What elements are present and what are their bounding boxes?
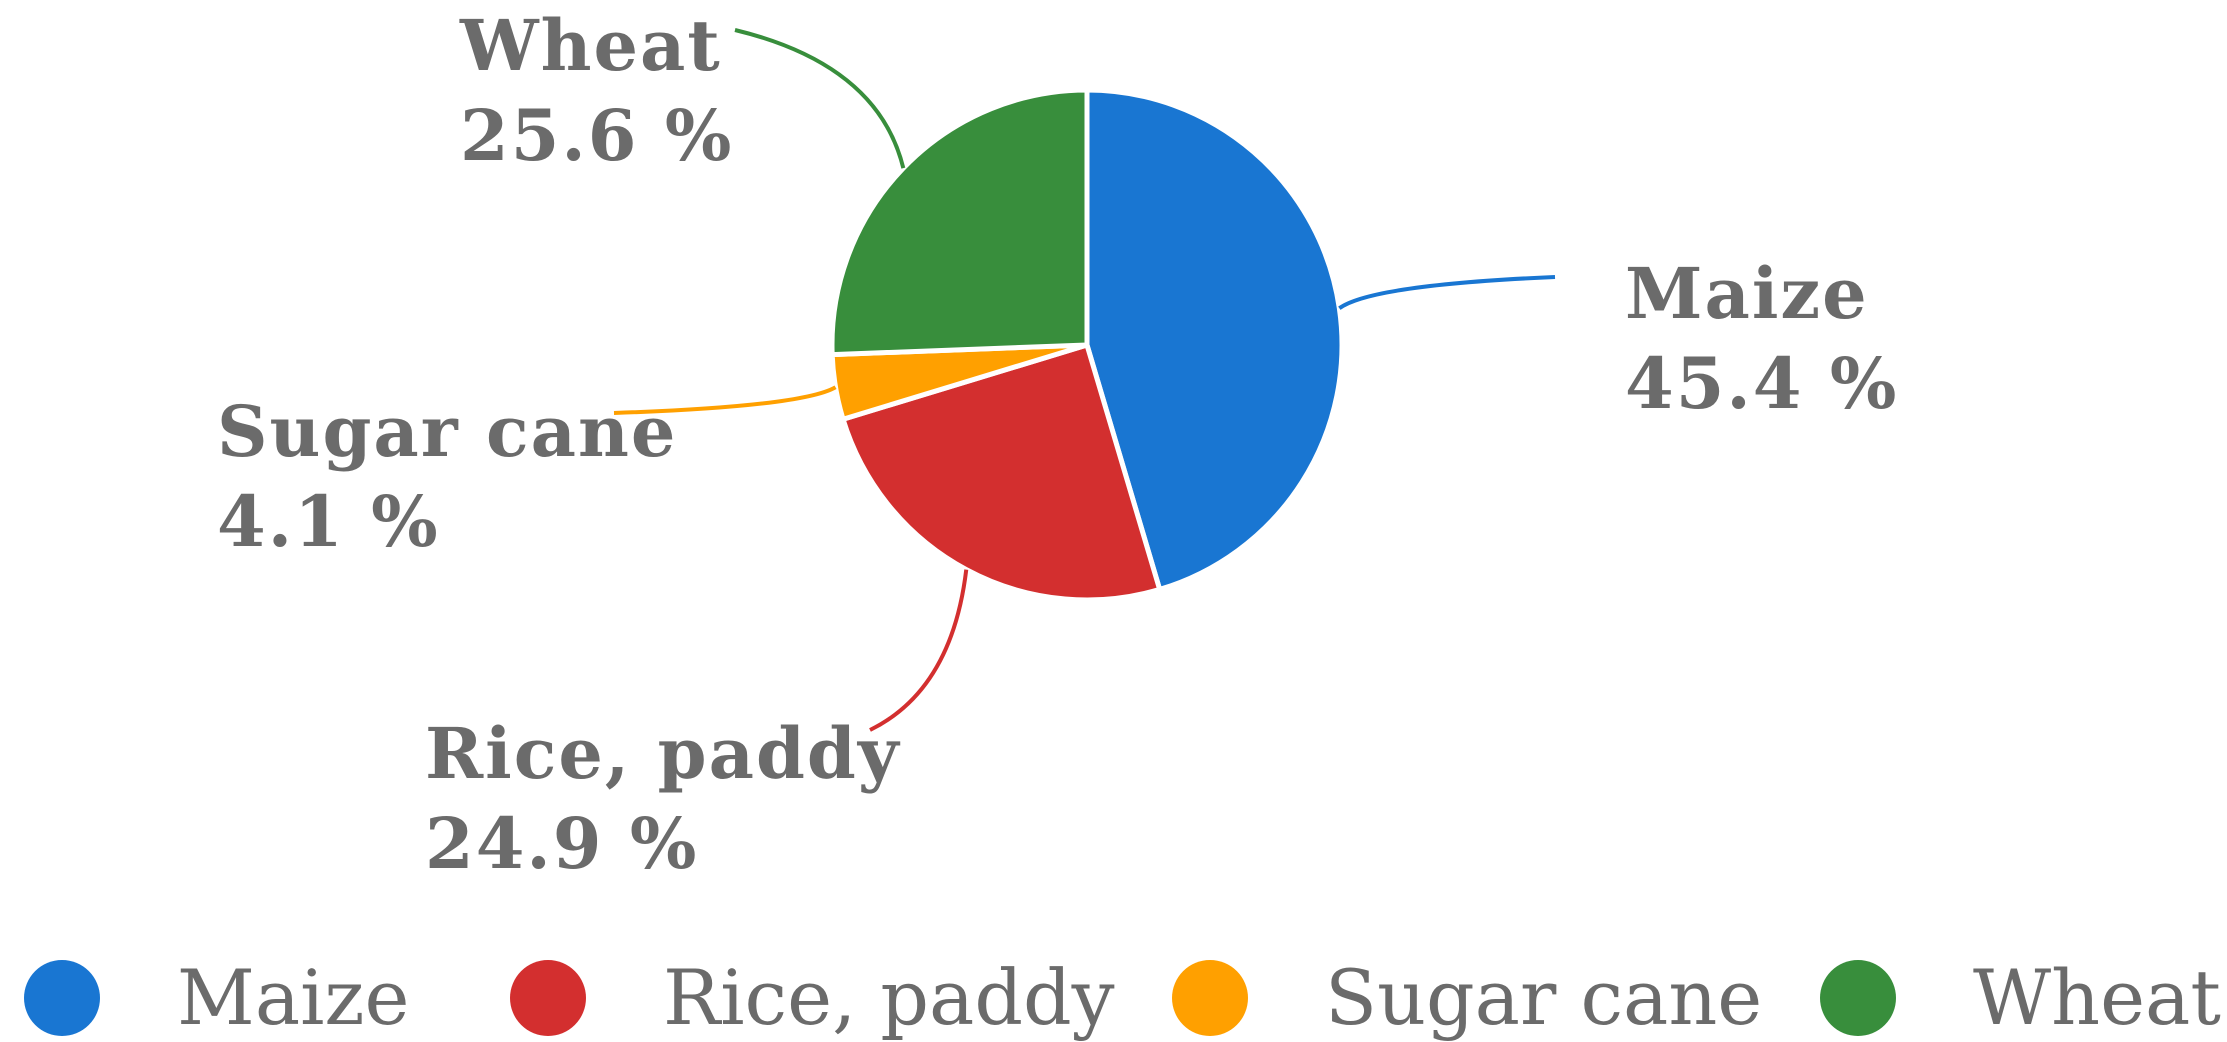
slice-label-maize: Maize <box>1625 252 1869 335</box>
leader-line-wheat <box>734 28 906 169</box>
slice-value-rice-paddy: 24.9 % <box>425 802 698 885</box>
leader-lines <box>613 28 1556 732</box>
leader-line-sugar-cane <box>613 385 837 415</box>
legend: Maize Rice, paddy Sugar cane Wheat <box>24 953 2221 1042</box>
pie-slice-wheat[interactable] <box>829 87 1090 358</box>
pie-slice-maize[interactable] <box>1084 87 1345 592</box>
pie-slices <box>829 87 1345 603</box>
slice-label-wheat: Wheat <box>459 4 722 87</box>
legend-item-sugar-cane[interactable]: Sugar cane <box>1172 953 1762 1042</box>
legend-marker-maize <box>24 960 100 1036</box>
legend-marker-rice-paddy <box>510 960 586 1036</box>
slice-value-maize: 45.4 % <box>1625 342 1898 425</box>
slice-label-rice-paddy: Rice, paddy <box>425 712 901 795</box>
slice-value-sugar-cane: 4.1 % <box>217 480 440 563</box>
legend-marker-sugar-cane <box>1172 960 1248 1036</box>
legend-item-maize[interactable]: Maize <box>24 953 409 1042</box>
leader-line-maize <box>1338 275 1556 310</box>
slice-value-wheat: 25.6 % <box>460 94 733 177</box>
legend-item-rice-paddy[interactable]: Rice, paddy <box>510 953 1115 1042</box>
legend-marker-wheat <box>1820 960 1896 1036</box>
slice-label-sugar-cane: Sugar cane <box>217 390 677 473</box>
legend-label-sugar-cane: Sugar cane <box>1325 953 1762 1042</box>
leader-line-rice-paddy <box>869 569 969 732</box>
legend-label-maize: Maize <box>177 953 409 1042</box>
legend-label-rice-paddy: Rice, paddy <box>663 953 1115 1042</box>
legend-label-wheat: Wheat <box>1973 953 2221 1042</box>
legend-item-wheat[interactable]: Wheat <box>1820 953 2221 1042</box>
